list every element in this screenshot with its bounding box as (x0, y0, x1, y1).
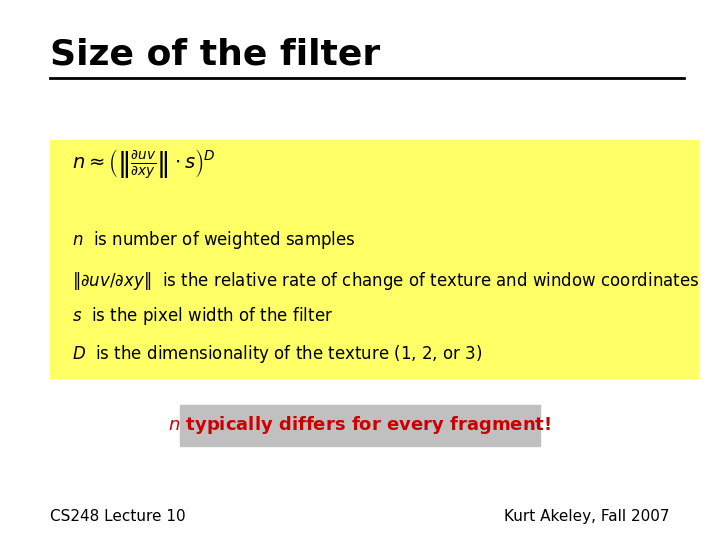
Text: $\|\partial uv/\partial xy\|$  is the relative rate of change of texture and win: $\|\partial uv/\partial xy\|$ is the rel… (72, 270, 699, 292)
Text: $s$  is the pixel width of the filter: $s$ is the pixel width of the filter (72, 305, 333, 327)
Text: CS248 Lecture 10: CS248 Lecture 10 (50, 509, 186, 524)
Text: Kurt Akeley, Fall 2007: Kurt Akeley, Fall 2007 (504, 509, 670, 524)
Text: $n$ typically differs for every fragment!: $n$ typically differs for every fragment… (168, 414, 552, 436)
FancyBboxPatch shape (50, 140, 698, 378)
Text: $n$  is number of weighted samples: $n$ is number of weighted samples (72, 230, 356, 251)
Text: $D$  is the dimensionality of the texture (1, 2, or 3): $D$ is the dimensionality of the texture… (72, 343, 482, 364)
Text: Size of the filter: Size of the filter (50, 38, 381, 72)
Text: $n \approx \left(\left\|\frac{\partial uv}{\partial xy}\right\| \cdot s\right)^{: $n \approx \left(\left\|\frac{\partial u… (72, 148, 215, 181)
FancyBboxPatch shape (180, 405, 540, 446)
